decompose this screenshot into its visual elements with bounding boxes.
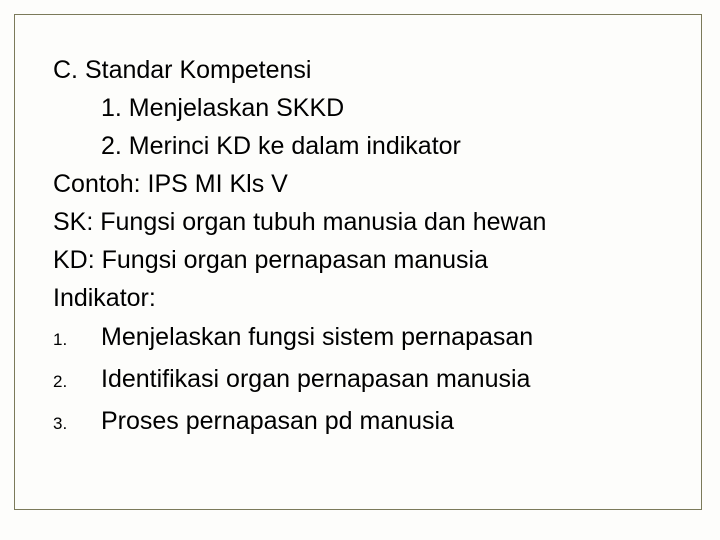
- numbered-text: Proses pernapasan pd manusia: [101, 402, 454, 440]
- sub-item: 2. Merinci KD ke dalam indikator: [53, 127, 677, 165]
- slide-frame: C. Standar Kompetensi 1. Menjelaskan SKK…: [14, 14, 702, 510]
- heading-line: C. Standar Kompetensi: [53, 51, 677, 89]
- numbered-marker: 1.: [53, 317, 101, 359]
- numbered-text: Identifikasi organ pernapasan manusia: [101, 360, 530, 398]
- body-line: Contoh: IPS MI Kls V: [53, 165, 677, 203]
- numbered-text: Menjelaskan fungsi sistem pernapasan: [101, 318, 533, 356]
- slide-content: C. Standar Kompetensi 1. Menjelaskan SKK…: [53, 51, 677, 443]
- numbered-marker: 2.: [53, 359, 101, 401]
- numbered-item: 1. Menjelaskan fungsi sistem pernapasan: [53, 317, 677, 359]
- numbered-item: 2. Identifikasi organ pernapasan manusia: [53, 359, 677, 401]
- sub-item: 1. Menjelaskan SKKD: [53, 89, 677, 127]
- numbered-item: 3. Proses pernapasan pd manusia: [53, 401, 677, 443]
- body-line: SK: Fungsi organ tubuh manusia dan hewan: [53, 203, 677, 241]
- body-line: Indikator:: [53, 279, 677, 317]
- numbered-marker: 3.: [53, 401, 101, 443]
- body-line: KD: Fungsi organ pernapasan manusia: [53, 241, 677, 279]
